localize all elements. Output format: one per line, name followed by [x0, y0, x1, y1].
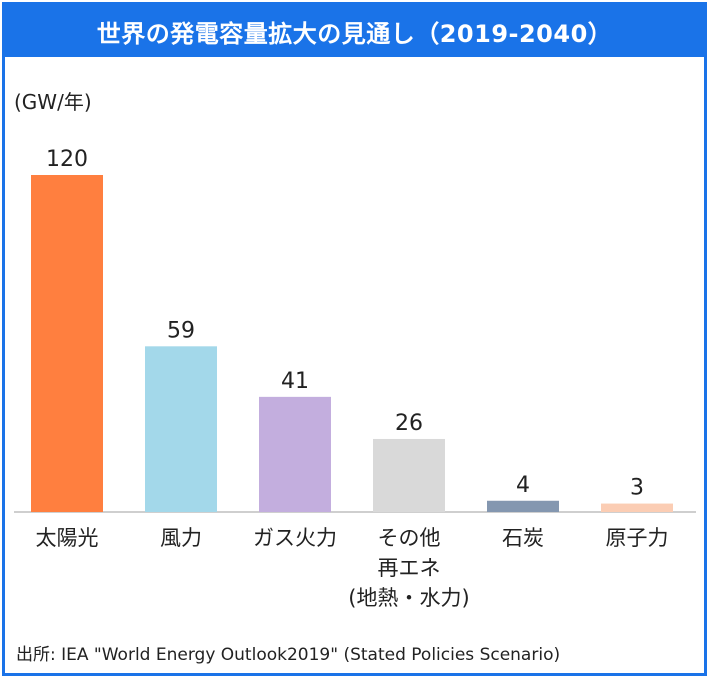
category-label: 原子力: [606, 526, 669, 550]
category-label: その他: [378, 526, 441, 550]
category-label: 太陽光: [36, 526, 99, 550]
data-label: 26: [395, 411, 423, 436]
chart-title: 世界の発電容量拡大の見通し（2019-2040）: [5, 5, 704, 57]
bar: [601, 503, 673, 512]
category-label: (地熱・水力): [348, 586, 469, 610]
bar: [373, 438, 445, 512]
bar: [259, 396, 331, 512]
category-label: 風力: [160, 526, 202, 550]
bar: [31, 175, 103, 512]
data-label: 59: [167, 318, 195, 343]
chart-frame: 世界の発電容量拡大の見通し（2019-2040）: [2, 2, 707, 676]
data-label: 120: [46, 147, 88, 172]
y-axis-unit-label: (GW/年): [14, 90, 92, 114]
data-label: 3: [630, 476, 644, 501]
bar: [145, 346, 217, 512]
category-label: ガス火力: [253, 526, 337, 550]
data-label: 4: [516, 473, 530, 498]
source-note: 出所: IEA "World Energy Outlook2019" (Stat…: [16, 645, 561, 665]
category-label: 再エネ: [378, 556, 441, 580]
data-label: 41: [281, 369, 309, 394]
category-label: 石炭: [502, 526, 544, 550]
bar: [487, 500, 559, 512]
